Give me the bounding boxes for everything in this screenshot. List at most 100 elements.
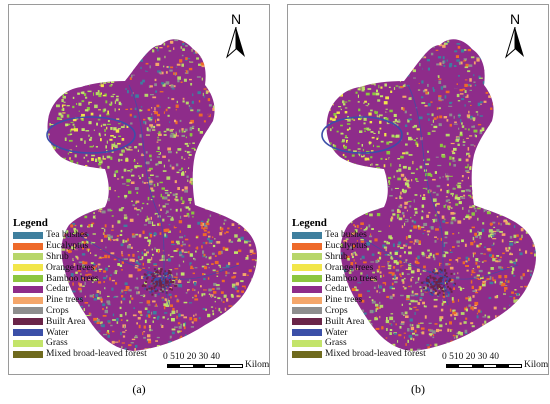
- legend-item: Crops: [13, 306, 171, 317]
- legend-swatch: [292, 350, 322, 358]
- legend-label: Grass: [325, 338, 347, 349]
- legend-item: Tea bushes: [13, 230, 171, 241]
- legend-item: Built Area: [13, 316, 171, 327]
- land-cover-map-b: [321, 39, 536, 352]
- legend-swatch: [292, 339, 322, 347]
- legend-label: Water: [46, 327, 69, 338]
- map-panel-a: N Legend Tea bushes Eucalyptus Shrub Orange…: [8, 4, 270, 375]
- legend-item: Tea bushes: [292, 230, 450, 241]
- legend-swatch: [292, 231, 322, 239]
- legend-swatch: [13, 264, 43, 272]
- legend-swatch: [13, 231, 43, 239]
- highlight-ellipse-a: [46, 116, 136, 154]
- legend-b: Legend Tea bushes Eucalyptus Shrub Orange t…: [292, 217, 450, 360]
- legend-item: Eucalyptus: [292, 241, 450, 252]
- legend-swatch: [13, 318, 43, 326]
- legend-label: Bamboo trees: [325, 273, 378, 284]
- caption-a: (a): [132, 382, 146, 396]
- legend-title: Legend: [292, 217, 327, 229]
- legend-item: Orange trees: [13, 262, 171, 273]
- legend-label: Orange trees: [325, 262, 374, 273]
- scale-ticks: 0 510 20 30 40: [163, 352, 220, 362]
- legend-item: Crops: [292, 306, 450, 317]
- north-label: N: [230, 11, 242, 27]
- legend-swatch: [13, 242, 43, 250]
- legend-label: Orange trees: [46, 262, 95, 273]
- legend-item: Mixed broad-leaved forest: [292, 349, 450, 360]
- scale-unit: Kilometers: [524, 360, 549, 370]
- scale-strip: [446, 364, 522, 368]
- legend-item: Grass: [292, 338, 450, 349]
- legend-label: Eucalyptus: [325, 241, 368, 252]
- legend-label: Crops: [325, 305, 348, 316]
- scale-strip: [167, 364, 243, 368]
- scale-ticks: 0 510 20 30 40: [442, 352, 499, 362]
- legend-label: Cedar: [46, 284, 69, 295]
- legend-items: Tea bushes Eucalyptus Shrub Orange trees Bam…: [13, 230, 171, 360]
- legend-swatch: [13, 253, 43, 261]
- legend-swatch: [13, 275, 43, 283]
- legend-swatch: [292, 264, 322, 272]
- legend-swatch: [13, 329, 43, 337]
- scale-bar-b: 0 510 20 30 40 Kilometers: [442, 352, 548, 374]
- legend-swatch: [292, 318, 322, 326]
- north-arrow-icon: [226, 27, 245, 59]
- legend-swatch: [13, 307, 43, 315]
- legend-swatch: [292, 329, 322, 337]
- legend-item: Cedar: [292, 284, 450, 295]
- legend-swatch: [13, 350, 43, 358]
- legend-swatch: [13, 339, 43, 347]
- legend-item: Shrub: [292, 252, 450, 263]
- land-cover-map-a: [46, 39, 257, 352]
- legend-swatch: [292, 275, 322, 283]
- legend-swatch: [292, 307, 322, 315]
- north-label: N: [509, 11, 521, 27]
- legend-swatch: [292, 296, 322, 304]
- legend-item: Orange trees: [292, 262, 450, 273]
- legend-item: Built Area: [292, 316, 450, 327]
- legend-item: Bamboo trees: [13, 273, 171, 284]
- legend-swatch: [292, 242, 322, 250]
- legend-label: Water: [325, 327, 348, 338]
- legend-label: Tea bushes: [46, 230, 88, 241]
- map-panel-b: N Legend Tea bushes Eucalyptus Shrub Orange…: [287, 4, 549, 375]
- legend-swatch: [13, 296, 43, 304]
- legend-label: Pine trees: [325, 295, 363, 306]
- legend-label: Grass: [46, 338, 68, 349]
- legend-label: Built Area: [46, 316, 86, 327]
- legend-label: Mixed broad-leaved forest: [46, 349, 147, 360]
- legend-label: Bamboo trees: [46, 273, 99, 284]
- legend-label: Shrub: [325, 251, 348, 262]
- legend-label: Pine trees: [46, 295, 84, 306]
- north-arrow-a: N: [223, 11, 249, 59]
- legend-item: Pine trees: [13, 295, 171, 306]
- legend-label: Crops: [46, 305, 69, 316]
- legend-label: Mixed broad-leaved forest: [325, 349, 426, 360]
- scale-bar-a: 0 510 20 30 40 Kilometers: [163, 352, 269, 374]
- legend-item: Shrub: [13, 252, 171, 263]
- legend-item: Bamboo trees: [292, 273, 450, 284]
- land-cover-texture-a: [47, 39, 257, 352]
- legend-label: Built Area: [325, 316, 365, 327]
- legend-item: Pine trees: [292, 295, 450, 306]
- legend-item: Cedar: [13, 284, 171, 295]
- legend-label: Eucalyptus: [46, 241, 89, 252]
- north-arrow-b: N: [502, 11, 528, 59]
- north-arrow-icon: [505, 27, 524, 59]
- legend-item: Water: [292, 327, 450, 338]
- legend-swatch: [292, 253, 322, 261]
- legend-item: Eucalyptus: [13, 241, 171, 252]
- legend-item: Mixed broad-leaved forest: [13, 349, 171, 360]
- legend-title: Legend: [13, 217, 48, 229]
- caption-b: (b): [411, 382, 425, 396]
- legend-item: Grass: [13, 338, 171, 349]
- legend-swatch: [292, 285, 322, 293]
- legend-a: Legend Tea bushes Eucalyptus Shrub Orange t…: [13, 217, 171, 360]
- legend-items: Tea bushes Eucalyptus Shrub Orange trees Bam…: [292, 230, 450, 360]
- scale-unit: Kilometers: [245, 360, 270, 370]
- highlight-ellipse-b: [321, 116, 403, 154]
- legend-label: Shrub: [46, 251, 69, 262]
- legend-item: Water: [13, 327, 171, 338]
- legend-swatch: [13, 285, 43, 293]
- legend-label: Tea bushes: [325, 230, 367, 241]
